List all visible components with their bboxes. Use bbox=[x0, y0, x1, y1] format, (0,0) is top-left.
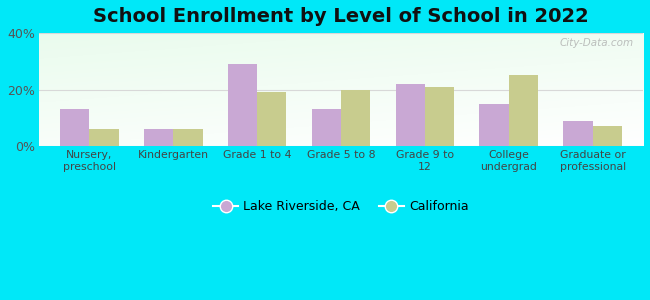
Bar bbox=[341, 89, 370, 146]
Bar bbox=[227, 64, 257, 146]
Bar bbox=[60, 109, 89, 146]
Bar bbox=[593, 126, 622, 146]
Bar bbox=[89, 129, 119, 146]
Bar bbox=[144, 129, 173, 146]
Text: City-Data.com: City-Data.com bbox=[560, 38, 634, 48]
Bar bbox=[480, 104, 509, 146]
Bar bbox=[257, 92, 287, 146]
Bar bbox=[173, 129, 203, 146]
Bar bbox=[311, 109, 341, 146]
Bar bbox=[425, 87, 454, 146]
Bar bbox=[396, 84, 425, 146]
Legend: Lake Riverside, CA, California: Lake Riverside, CA, California bbox=[209, 195, 474, 218]
Bar bbox=[564, 121, 593, 146]
Bar bbox=[509, 75, 538, 146]
Title: School Enrollment by Level of School in 2022: School Enrollment by Level of School in … bbox=[93, 7, 589, 26]
